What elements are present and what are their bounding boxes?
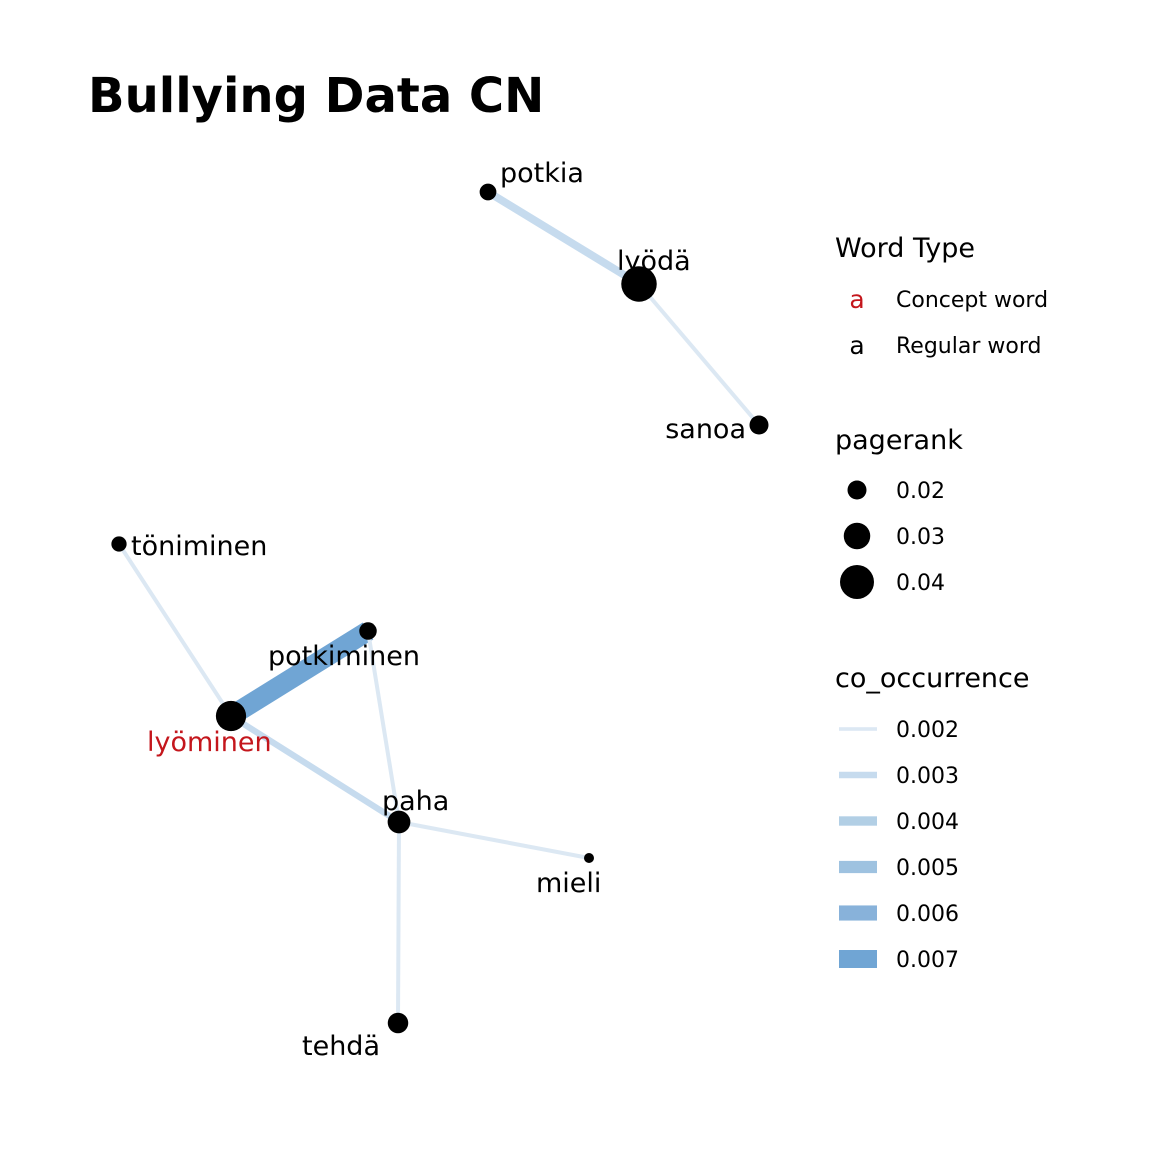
node-mieli bbox=[584, 853, 594, 863]
node-label-lyominen: lyöminen bbox=[147, 727, 272, 758]
legend-pagerank-key-2 bbox=[840, 565, 874, 599]
node-potkiminen bbox=[359, 622, 377, 640]
edge-group bbox=[117, 188, 761, 1024]
legend-label-regular: Regular word bbox=[896, 334, 1041, 359]
legend-key-regular: a bbox=[849, 331, 864, 360]
node-label-potkiminen: potkiminen bbox=[268, 641, 420, 672]
legend-pagerank-key-0 bbox=[847, 480, 867, 500]
legend-pagerank-label-0: 0.02 bbox=[896, 479, 945, 504]
node-label-sanoa: sanoa bbox=[665, 414, 746, 445]
legend-co-key-1 bbox=[839, 771, 877, 779]
legend-co-label-1: 0.003 bbox=[896, 764, 959, 789]
edge-potkiminen-paha bbox=[366, 630, 401, 823]
node-label-lyoda: lyödä bbox=[617, 246, 691, 277]
legend-co-label-0: 0.002 bbox=[896, 718, 959, 743]
legend-co-key-3 bbox=[839, 860, 877, 874]
legend-co-key-2 bbox=[839, 816, 877, 826]
node-label-toniminen: töniminen bbox=[131, 531, 267, 562]
node-lyoda bbox=[621, 266, 657, 302]
edge-paha-mieli bbox=[398, 820, 590, 860]
edge-lyominen-paha bbox=[229, 713, 401, 825]
legend-co-key-0 bbox=[839, 727, 877, 731]
legend-pagerank-label-2: 0.04 bbox=[896, 571, 945, 596]
edge-lyominen-potkiminen bbox=[225, 622, 374, 725]
node-group bbox=[111, 183, 769, 1034]
node-label-paha: paha bbox=[382, 786, 449, 817]
legend-label-concept: Concept word bbox=[896, 288, 1048, 313]
legend: Word Type a Concept word a Regular word pager… bbox=[835, 233, 1048, 973]
node-potkia bbox=[479, 183, 497, 201]
legend-key-concept: a bbox=[849, 285, 864, 314]
legend-title-word-type: Word Type bbox=[835, 233, 975, 264]
page-title: Bullying Data CN bbox=[88, 68, 545, 124]
legend-co-label-3: 0.005 bbox=[896, 856, 959, 881]
legend-co-label-4: 0.006 bbox=[896, 902, 959, 927]
node-sanoa bbox=[749, 415, 769, 435]
legend-title-co-occurrence: co_occurrence bbox=[835, 663, 1030, 694]
node-toniminen bbox=[111, 536, 127, 552]
node-label-mieli: mieli bbox=[536, 868, 601, 899]
node-lyominen bbox=[215, 700, 247, 732]
legend-co-key-5 bbox=[839, 950, 877, 968]
legend-pagerank-label-1: 0.03 bbox=[896, 525, 945, 550]
node-tehda bbox=[387, 1012, 409, 1034]
edge-potkia-lyoda bbox=[485, 188, 642, 288]
label-group: potkia lyödä sanoa töniminen potkiminen lyömi… bbox=[131, 158, 746, 1062]
legend-co-key-4 bbox=[839, 905, 877, 921]
node-paha bbox=[387, 810, 411, 834]
edge-toniminen-lyominen bbox=[117, 542, 233, 718]
legend-title-pagerank: pagerank bbox=[835, 425, 963, 456]
legend-co-label-5: 0.007 bbox=[896, 948, 959, 973]
edge-paha-tehda bbox=[396, 821, 401, 1024]
node-label-tehda: tehdä bbox=[302, 1031, 380, 1062]
legend-co-label-2: 0.004 bbox=[896, 810, 959, 835]
node-label-potkia: potkia bbox=[500, 158, 584, 189]
edge-lyoda-sanoa bbox=[637, 282, 761, 427]
legend-pagerank-key-1 bbox=[843, 522, 871, 550]
